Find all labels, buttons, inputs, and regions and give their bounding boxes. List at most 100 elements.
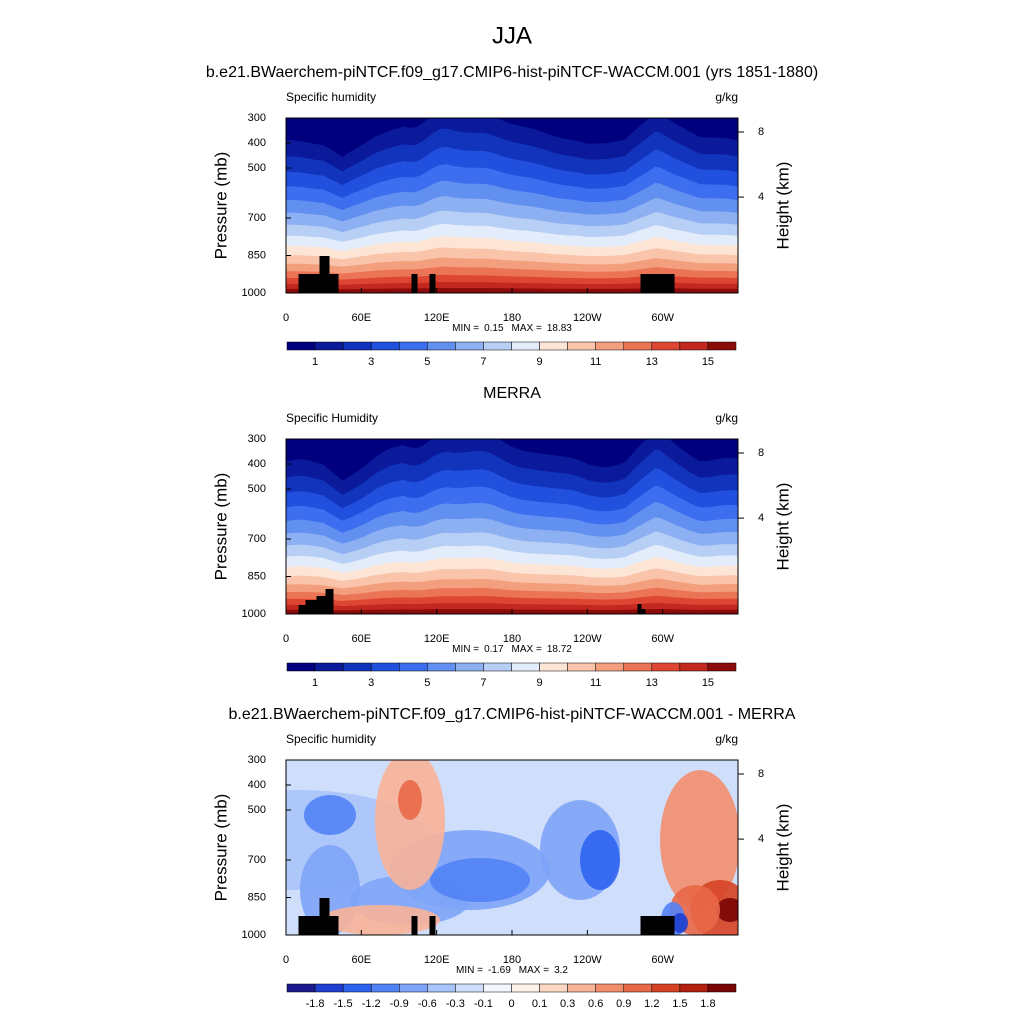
y-axis-label: Pressure (mb) <box>211 473 230 581</box>
stat-min-label: MIN = <box>452 323 479 334</box>
colorbar-box <box>370 341 400 351</box>
y2-tick-label: 8 <box>758 447 764 459</box>
x-tick-label: 60E <box>352 954 372 966</box>
colorbar-box <box>707 341 737 351</box>
colorbar-label: 5 <box>424 677 430 689</box>
terrain-mask <box>429 916 436 935</box>
x-tick-label: 60W <box>651 954 674 966</box>
colorbar-box <box>595 662 624 672</box>
min-max-text: MIN = 0.15 MAX = 18.83 <box>452 323 572 334</box>
y-axis-label: Pressure (mb) <box>211 152 230 260</box>
y2-tick-label: 4 <box>758 833 764 845</box>
panel-title: MERRA <box>483 385 541 402</box>
y-tick-label: 700 <box>248 212 266 224</box>
colorbar-label: -0.3 <box>446 998 465 1010</box>
colorbar-box <box>567 983 596 993</box>
contour-field <box>286 118 738 293</box>
terrain-mask <box>325 589 334 614</box>
stat-min-label: MIN = <box>452 644 479 655</box>
x-tick-label: 60E <box>352 633 372 645</box>
x-tick-label: 60W <box>651 633 674 645</box>
y-tick-label: 500 <box>248 483 266 495</box>
x-tick-label: 120E <box>424 954 450 966</box>
left-label: Specific humidity <box>286 90 376 104</box>
x-tick-label: 60W <box>651 312 674 324</box>
contour-field <box>2 760 738 940</box>
y-tick-label: 400 <box>248 779 266 791</box>
colorbar-label: 13 <box>646 677 658 689</box>
colorbar-box <box>595 983 624 993</box>
colorbar-label: 9 <box>537 356 543 368</box>
y2-tick-label: 8 <box>758 126 764 138</box>
colorbar-box <box>539 341 568 351</box>
y-tick-label: 850 <box>248 570 266 582</box>
colorbar-box <box>399 662 428 672</box>
contour-field <box>286 439 738 614</box>
terrain-mask <box>641 609 646 614</box>
y-tick-label: 500 <box>248 162 266 174</box>
x-tick-label: 0 <box>283 633 289 645</box>
colorbar-box <box>314 662 344 672</box>
colorbar-label: 0.9 <box>616 998 631 1010</box>
colorbar-box <box>483 983 512 993</box>
left-label: Specific humidity <box>286 732 376 746</box>
colorbar-label: 15 <box>702 356 714 368</box>
figure-title: JJA <box>492 22 532 49</box>
colorbar-label: 1 <box>312 356 318 368</box>
colorbar-box <box>511 983 540 993</box>
colorbar-label: 5 <box>424 356 430 368</box>
colorbar-label: 0.6 <box>588 998 603 1010</box>
contour-blob <box>320 905 440 935</box>
colorbar-box <box>651 341 681 351</box>
stat-max: 18.83 <box>547 323 572 334</box>
contour-blob <box>2 900 38 940</box>
colorbar-label: -1.5 <box>334 998 353 1010</box>
colorbar-box <box>427 662 456 672</box>
y-tick-label: 850 <box>248 891 266 903</box>
colorbar-box <box>455 983 484 993</box>
colorbar-box <box>455 341 484 351</box>
colorbar-label: 11 <box>590 677 601 689</box>
y-tick-label: 400 <box>248 137 266 149</box>
contour-blob <box>716 898 738 922</box>
colorbar-box <box>679 662 709 672</box>
y2-tick-label: 8 <box>758 768 764 780</box>
colorbar-label: 0 <box>508 998 514 1010</box>
stat-min: -1.69 <box>488 965 511 976</box>
colorbar-box <box>651 983 681 993</box>
y-tick-label: 1000 <box>242 608 266 620</box>
colorbar-box <box>286 341 316 351</box>
units-label: g/kg <box>715 90 738 104</box>
colorbar-box <box>483 341 512 351</box>
colorbar-label: 1.2 <box>644 998 659 1010</box>
stat-max-label: MAX = <box>512 644 542 655</box>
colorbar-box <box>707 662 737 672</box>
colorbar-box <box>314 341 344 351</box>
x-tick-label: 0 <box>283 312 289 324</box>
colorbar-box <box>679 341 709 351</box>
colorbar-label: 1.5 <box>672 998 687 1010</box>
stat-min-label: MIN = <box>456 965 483 976</box>
colorbar-label: -1.2 <box>362 998 381 1010</box>
colorbar-box <box>483 662 512 672</box>
y-tick-label: 1000 <box>242 287 266 299</box>
colorbar-label: 7 <box>480 677 486 689</box>
colorbar-label: -0.9 <box>390 998 409 1010</box>
colorbar-box <box>539 983 568 993</box>
x-tick-label: 120W <box>573 633 602 645</box>
x-tick-label: 60E <box>352 312 372 324</box>
terrain-mask <box>637 604 642 614</box>
colorbar-box <box>342 341 372 351</box>
colorbar-box <box>679 983 709 993</box>
colorbar-box <box>399 341 428 351</box>
colorbar-box <box>286 983 316 993</box>
colorbar-box <box>511 662 540 672</box>
colorbar-box <box>595 341 624 351</box>
terrain-mask <box>429 274 436 293</box>
y2-axis-label: Height (km) <box>773 162 792 250</box>
contour-blob <box>580 830 620 890</box>
colorbar-box <box>427 341 456 351</box>
y-tick-label: 700 <box>248 533 266 545</box>
y-tick-label: 1000 <box>242 929 266 941</box>
x-tick-label: 120E <box>424 633 450 645</box>
